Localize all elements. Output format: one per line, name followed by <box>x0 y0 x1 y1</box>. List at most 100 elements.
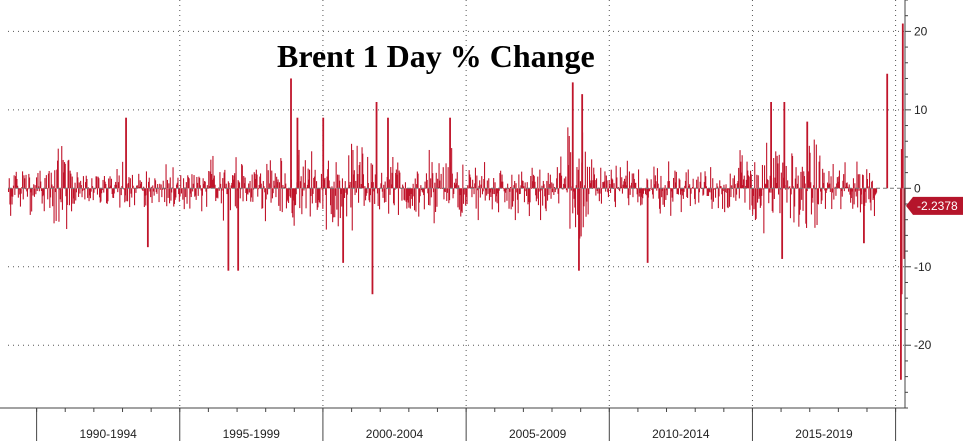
noise-bar <box>208 186 210 189</box>
data-bar <box>237 188 240 271</box>
noise-bar <box>690 188 692 194</box>
noise-bar <box>626 160 628 189</box>
noise-bar <box>780 172 782 189</box>
noise-bar <box>141 188 143 190</box>
noise-bar <box>808 171 810 189</box>
noise-bar <box>390 184 392 189</box>
noise-bar <box>564 184 566 189</box>
noise-bar <box>355 188 357 193</box>
noise-bar <box>716 183 718 189</box>
noise-bar <box>561 188 563 190</box>
noise-bar <box>248 183 250 189</box>
noise-bar <box>836 183 838 189</box>
noise-bar <box>719 185 721 189</box>
noise-bar <box>458 185 460 189</box>
noise-bar <box>586 188 588 202</box>
noise-bar <box>518 174 520 189</box>
noise-bar <box>132 185 134 189</box>
noise-bar <box>467 187 469 189</box>
noise-bar <box>255 169 257 189</box>
noise-bar <box>494 182 496 189</box>
noise-bar <box>802 188 804 211</box>
noise-bar <box>344 188 346 198</box>
noise-bar <box>341 188 343 207</box>
noise-bar <box>152 185 154 189</box>
noise-bar <box>646 178 648 189</box>
noise-bar <box>214 184 216 189</box>
noise-bar <box>617 186 619 189</box>
noise-bar <box>383 188 385 203</box>
noise-bar <box>552 183 554 189</box>
noise-bar <box>138 173 140 189</box>
noise-bar <box>362 174 364 189</box>
noise-bar <box>682 188 684 196</box>
noise-bar <box>534 181 536 189</box>
noise-bar <box>33 188 35 197</box>
noise-bar <box>40 181 42 189</box>
noise-bar <box>672 188 674 202</box>
noise-bar <box>514 180 516 189</box>
noise-bar <box>327 160 329 189</box>
noise-bar <box>573 188 575 199</box>
noise-bar <box>842 180 844 189</box>
noise-bar <box>276 176 278 189</box>
noise-bar <box>99 188 101 203</box>
noise-bar <box>509 188 511 192</box>
noise-bar <box>410 188 412 194</box>
noise-bar <box>29 188 31 215</box>
noise-bar <box>316 188 318 210</box>
noise-bar <box>860 188 862 195</box>
noise-bar <box>381 188 383 192</box>
noise-bar <box>80 185 82 189</box>
noise-bar <box>92 186 94 189</box>
noise-bar <box>702 188 704 196</box>
noise-bar <box>256 174 258 189</box>
noise-bar <box>26 188 28 192</box>
y-tick-label: 10 <box>914 103 928 117</box>
noise-bar <box>246 188 248 202</box>
noise-bar <box>562 188 564 190</box>
noise-bar <box>36 177 38 189</box>
noise-bar <box>719 180 721 189</box>
noise-bar <box>724 188 726 193</box>
noise-bar <box>560 156 562 189</box>
noise-bar <box>764 183 766 189</box>
noise-bar <box>239 188 241 199</box>
noise-bar <box>425 188 427 189</box>
noise-bar <box>52 186 54 189</box>
noise-bar <box>593 167 595 189</box>
noise-bar <box>633 178 635 189</box>
noise-bar <box>656 168 658 189</box>
noise-bar <box>735 188 737 201</box>
noise-bar <box>806 188 808 192</box>
noise-bar <box>158 188 160 203</box>
noise-bar <box>448 188 450 204</box>
noise-bar <box>795 167 797 189</box>
noise-bar <box>298 149 300 189</box>
noise-bar <box>51 184 53 189</box>
noise-bar <box>137 187 139 189</box>
x-tick-label: 2000-2004 <box>366 427 424 441</box>
noise-bar <box>426 179 428 189</box>
noise-bar <box>658 188 660 199</box>
noise-bar <box>10 188 12 216</box>
noise-bar <box>21 186 23 189</box>
noise-bar <box>339 188 341 219</box>
noise-bar <box>757 188 759 203</box>
noise-bar <box>20 188 22 194</box>
noise-bar <box>53 188 55 224</box>
noise-bar <box>858 188 860 191</box>
noise-bar <box>122 161 124 189</box>
noise-bar <box>498 188 500 213</box>
noise-bar <box>801 188 803 200</box>
noise-bar <box>54 170 56 189</box>
noise-bar <box>407 188 409 201</box>
noise-bar <box>849 188 851 195</box>
noise-bar <box>575 185 577 189</box>
noise-bar <box>687 169 689 189</box>
noise-bar <box>152 188 154 192</box>
noise-bar <box>456 183 458 189</box>
noise-bar <box>402 184 404 189</box>
noise-bar <box>408 188 410 208</box>
noise-bar <box>77 177 79 189</box>
